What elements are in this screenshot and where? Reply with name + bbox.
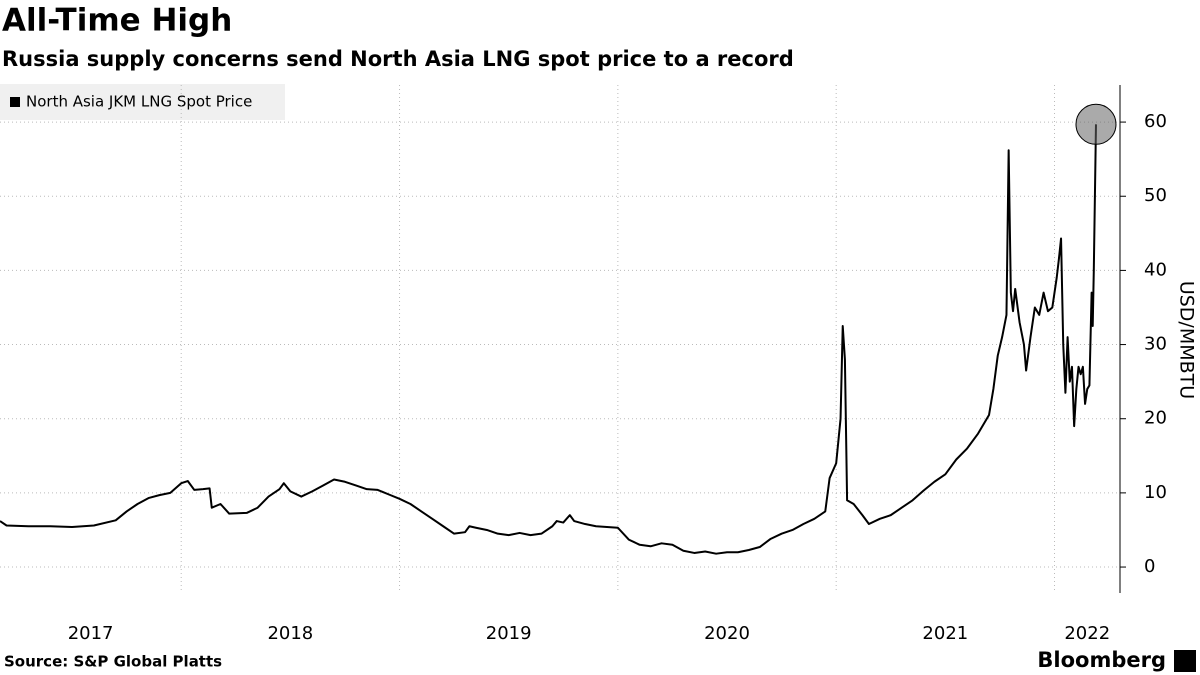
source: Source: S&P Global Platts <box>4 653 222 671</box>
y-tick-label: 30 <box>1144 334 1167 355</box>
x-tick-label: 2017 <box>68 623 114 644</box>
brand: Bloomberg <box>1037 648 1166 672</box>
legend-box <box>0 84 285 120</box>
chart-title: All-Time High <box>2 3 232 39</box>
highlight-marker <box>1075 103 1117 145</box>
y-tick-label: 0 <box>1144 556 1155 577</box>
y-tick-label: 40 <box>1144 259 1167 280</box>
legend-swatch <box>10 97 20 107</box>
y-tick-label: 20 <box>1144 408 1167 429</box>
chart-subtitle: Russia supply concerns send North Asia L… <box>2 47 794 71</box>
x-tick-label: 2019 <box>486 623 532 644</box>
y-axis-label: USD/MMBTU <box>1176 281 1198 399</box>
y-tick-label: 60 <box>1144 111 1167 132</box>
x-tick-label: 2021 <box>922 623 968 644</box>
brand-icon <box>1174 650 1196 672</box>
legend-label: North Asia JKM LNG Spot Price <box>26 93 252 111</box>
x-tick-label: 2018 <box>267 623 313 644</box>
x-tick-label: 2020 <box>704 623 750 644</box>
x-tick-label: 2022 <box>1064 623 1110 644</box>
y-tick-label: 10 <box>1144 482 1167 503</box>
y-tick-label: 50 <box>1144 185 1167 206</box>
line <box>0 124 1097 555</box>
